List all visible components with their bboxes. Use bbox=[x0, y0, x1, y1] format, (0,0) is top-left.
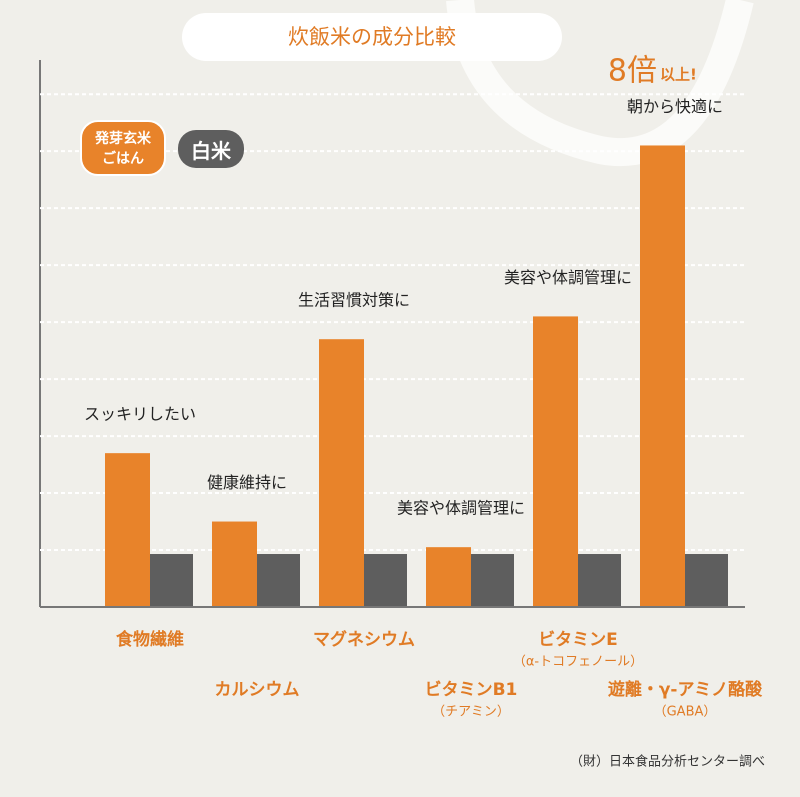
bar bbox=[319, 339, 364, 607]
source: （財）日本食品分析センター調べ bbox=[570, 754, 765, 770]
callout-main: 8倍 bbox=[608, 54, 657, 89]
bar bbox=[212, 521, 257, 607]
annotation: 美容や体調管理に bbox=[504, 268, 632, 287]
x-tick-label: 食物繊維 bbox=[116, 629, 184, 650]
bar bbox=[364, 554, 407, 607]
bar bbox=[257, 554, 300, 607]
bar bbox=[105, 453, 150, 607]
bar bbox=[533, 316, 578, 607]
bar bbox=[685, 554, 728, 607]
x-tick-sublabel: （α-トコフェノール） bbox=[513, 655, 643, 670]
bar bbox=[426, 547, 471, 607]
x-tick-label: 遊離・γ-アミノ酪酸 bbox=[608, 679, 763, 700]
annotation: 朝から快適に bbox=[627, 97, 723, 116]
title-pill bbox=[182, 13, 562, 61]
annotation: 健康維持に bbox=[207, 473, 287, 492]
bar bbox=[640, 145, 685, 607]
bar bbox=[471, 554, 514, 607]
legend-item: 発芽玄米 ごはん bbox=[80, 120, 166, 176]
chart-title: 炊飯米の成分比較 bbox=[288, 25, 456, 49]
x-tick-sublabel: （チアミン） bbox=[432, 705, 510, 720]
decor-arc bbox=[446, 0, 754, 167]
x-tick-label: マグネシウム bbox=[313, 629, 415, 650]
x-tick-label: ビタミンE bbox=[538, 630, 618, 650]
x-tick-sublabel: （GABA） bbox=[654, 705, 717, 720]
annotation: 生活習慣対策に bbox=[298, 291, 410, 310]
annotation: スッキリしたい bbox=[84, 405, 196, 424]
x-tick-label: ビタミンB1 bbox=[425, 680, 518, 700]
legend-item: 白米 bbox=[178, 130, 244, 168]
callout-suffix: 以上! bbox=[660, 66, 697, 84]
x-tick-label: カルシウム bbox=[215, 680, 300, 700]
annotation: 美容や体調管理に bbox=[397, 499, 525, 518]
bar bbox=[150, 554, 193, 607]
bar bbox=[578, 554, 621, 607]
